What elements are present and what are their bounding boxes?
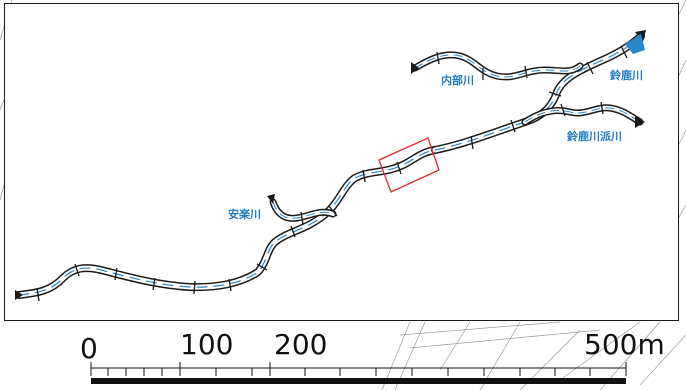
scale-label-100: 100 bbox=[180, 328, 234, 361]
cross-section-marks bbox=[36, 45, 628, 302]
area-highlight-box bbox=[378, 137, 440, 193]
label-suzuka-ha-river: 鈴鹿川派川 bbox=[567, 130, 622, 143]
scale-label-500m: 500m bbox=[584, 328, 665, 361]
scale-label-200: 200 bbox=[274, 328, 328, 361]
label-suzuka-river: 鈴鹿川 bbox=[610, 69, 643, 82]
label-uchibe-river: 内部川 bbox=[441, 74, 474, 87]
suzuka-upstream-highlight bbox=[625, 34, 645, 54]
river-main-flow bbox=[18, 149, 436, 296]
label-anraku-river: 安楽川 bbox=[228, 208, 261, 221]
map-frame: 安楽川 内部川 鈴鹿川 鈴鹿川派川 bbox=[4, 3, 679, 321]
scale-label-0: 0 bbox=[80, 332, 98, 365]
river-map bbox=[15, 30, 646, 302]
